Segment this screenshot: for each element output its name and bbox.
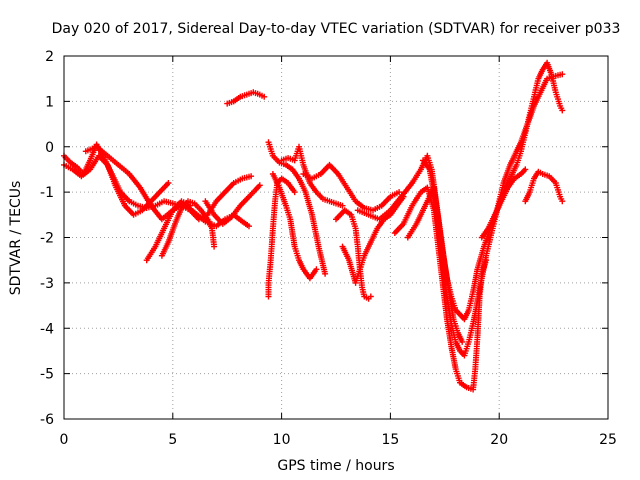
- x-tick-label: 5: [168, 432, 177, 448]
- y-axis-label: SDTVAR / TECUs: [8, 181, 24, 296]
- y-tick-label: -6: [40, 412, 54, 428]
- data-point-markers: [404, 71, 566, 359]
- y-tick-label: 0: [45, 140, 54, 156]
- x-tick-label: 25: [599, 432, 617, 448]
- y-tick-label: 2: [45, 49, 54, 65]
- series-track-o: [354, 152, 466, 345]
- series-track-l: [300, 161, 403, 214]
- series-track-q: [404, 71, 566, 359]
- x-axis-label: GPS time / hours: [277, 458, 394, 474]
- y-tick-label: -2: [40, 231, 54, 247]
- series-track-f: [202, 182, 263, 227]
- data-point-markers: [478, 166, 529, 241]
- series-track-t: [522, 168, 566, 205]
- data-point-markers: [339, 193, 407, 286]
- y-tick-label: 1: [45, 94, 54, 110]
- series-track-m: [333, 207, 374, 302]
- series-track-n: [339, 193, 407, 286]
- grid: [64, 56, 608, 419]
- data-point-markers: [202, 182, 263, 227]
- data-point-markers: [269, 171, 320, 282]
- chart-title: Day 020 of 2017, Sidereal Day-to-day VTE…: [52, 21, 621, 37]
- x-tick-label: 20: [490, 432, 508, 448]
- x-tick-label: 10: [273, 432, 291, 448]
- y-tick-label: -1: [40, 185, 54, 201]
- series-track-j: [269, 171, 320, 282]
- data-point-markers: [522, 168, 566, 205]
- data-point-markers: [224, 89, 268, 107]
- series-track-s: [478, 166, 529, 241]
- data-point-markers: [300, 161, 403, 214]
- series-track-e: [158, 198, 218, 259]
- data-point-markers: [333, 207, 374, 302]
- x-tick-label: 15: [381, 432, 399, 448]
- data-point-markers: [354, 152, 466, 345]
- series-track-i: [265, 139, 329, 277]
- series-track-d: [143, 198, 194, 264]
- data-point-markers: [158, 198, 218, 259]
- y-tick-label: -5: [40, 367, 54, 383]
- data-markers: [61, 59, 566, 393]
- data-point-markers: [265, 139, 329, 277]
- data-point-markers: [143, 198, 194, 264]
- series-track-g: [224, 89, 268, 107]
- x-tick-label: 0: [60, 432, 69, 448]
- y-tick-label: -4: [40, 321, 54, 337]
- y-tick-label: -3: [40, 276, 54, 292]
